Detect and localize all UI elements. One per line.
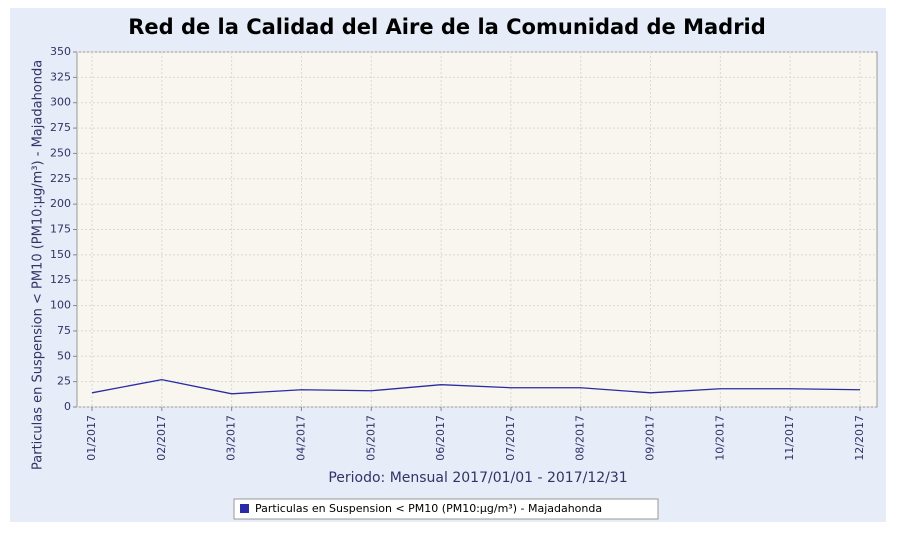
x-tick-label: 10/2017 xyxy=(713,415,726,461)
chart-title: Red de la Calidad del Aire de la Comunid… xyxy=(128,15,766,39)
x-axis-label: Periodo: Mensual 2017/01/01 - 2017/12/31 xyxy=(328,470,627,486)
x-tick-label: 03/2017 xyxy=(225,415,238,461)
x-tick-label: 11/2017 xyxy=(783,415,796,461)
y-tick-label: 150 xyxy=(50,248,71,261)
y-tick-label: 125 xyxy=(50,273,71,286)
x-tick-label: 09/2017 xyxy=(644,415,657,461)
y-tick-label: 0 xyxy=(64,400,71,413)
legend-swatch xyxy=(240,504,249,513)
x-tick-label: 01/2017 xyxy=(85,415,98,461)
x-tick-label: 06/2017 xyxy=(434,415,447,461)
y-tick-label: 200 xyxy=(50,197,71,210)
legend-label: Particulas en Suspension < PM10 (PM10:µg… xyxy=(255,502,602,515)
x-tick-label: 04/2017 xyxy=(294,415,307,461)
y-tick-label: 250 xyxy=(50,146,71,159)
data-line xyxy=(91,378,861,395)
legend: Particulas en Suspension < PM10 (PM10:µg… xyxy=(233,498,659,520)
y-tick-label: 225 xyxy=(50,172,71,185)
x-tick-label: 07/2017 xyxy=(504,415,517,461)
y-tick-label: 325 xyxy=(50,70,71,83)
x-tick-label: 02/2017 xyxy=(155,415,168,461)
y-axis-label: Particulas en Suspension < PM10 (PM10:µg… xyxy=(31,60,46,470)
x-tick-label: 12/2017 xyxy=(853,415,866,461)
x-tick-label: 05/2017 xyxy=(364,415,377,461)
y-tick-label: 25 xyxy=(57,375,71,388)
y-tick-label: 50 xyxy=(57,349,71,362)
y-tick-label: 175 xyxy=(50,223,71,236)
legend-box xyxy=(233,498,659,520)
x-tick-label: 08/2017 xyxy=(574,415,587,461)
y-tick-label: 300 xyxy=(50,96,71,109)
y-tick-label: 75 xyxy=(57,324,71,337)
y-tick-label: 100 xyxy=(50,299,71,312)
y-tick-label: 350 xyxy=(50,45,71,58)
y-tick-label: 275 xyxy=(50,121,71,134)
